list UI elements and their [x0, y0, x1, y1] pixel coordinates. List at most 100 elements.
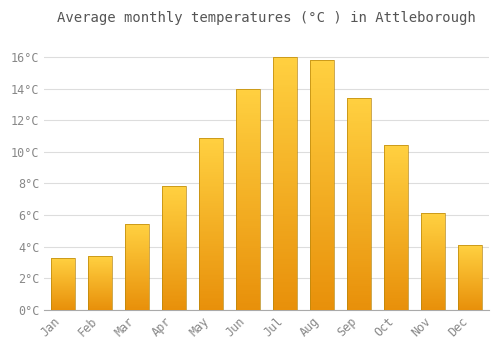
Bar — [125, 283, 149, 284]
Bar — [384, 277, 408, 279]
Bar — [162, 187, 186, 310]
Bar — [347, 217, 372, 219]
Bar — [199, 284, 223, 286]
Bar — [384, 267, 408, 269]
Bar — [236, 250, 260, 252]
Bar — [199, 155, 223, 156]
Bar — [384, 232, 408, 234]
Bar — [162, 253, 186, 254]
Bar — [347, 219, 372, 221]
Bar — [199, 160, 223, 162]
Bar — [162, 259, 186, 260]
Bar — [236, 155, 260, 157]
Bar — [236, 170, 260, 173]
Bar — [199, 243, 223, 244]
Bar — [384, 203, 408, 204]
Bar — [458, 253, 482, 254]
Bar — [162, 195, 186, 196]
Bar — [125, 299, 149, 300]
Bar — [162, 288, 186, 289]
Bar — [273, 224, 297, 226]
Bar — [125, 249, 149, 250]
Bar — [310, 167, 334, 170]
Bar — [384, 173, 408, 175]
Bar — [199, 241, 223, 243]
Bar — [347, 157, 372, 159]
Bar — [125, 281, 149, 282]
Bar — [236, 142, 260, 144]
Bar — [273, 115, 297, 118]
Bar — [273, 277, 297, 279]
Bar — [51, 300, 75, 301]
Bar — [310, 142, 334, 145]
Bar — [273, 57, 297, 60]
Bar — [310, 160, 334, 162]
Bar — [236, 226, 260, 228]
Bar — [273, 267, 297, 269]
Bar — [273, 107, 297, 110]
Bar — [236, 276, 260, 279]
Bar — [422, 260, 446, 261]
Bar — [310, 307, 334, 310]
Bar — [236, 274, 260, 277]
Bar — [384, 280, 408, 282]
Bar — [310, 150, 334, 153]
Bar — [199, 153, 223, 155]
Bar — [310, 297, 334, 300]
Bar — [88, 277, 112, 278]
Bar — [125, 239, 149, 240]
Bar — [162, 204, 186, 205]
Bar — [199, 286, 223, 287]
Bar — [347, 195, 372, 197]
Bar — [273, 85, 297, 87]
Bar — [125, 241, 149, 242]
Bar — [347, 204, 372, 206]
Bar — [199, 280, 223, 282]
Bar — [162, 189, 186, 190]
Bar — [422, 278, 446, 279]
Bar — [199, 163, 223, 165]
Bar — [162, 187, 186, 188]
Bar — [347, 199, 372, 202]
Bar — [199, 293, 223, 294]
Bar — [347, 248, 372, 251]
Bar — [347, 202, 372, 204]
Bar — [310, 222, 334, 225]
Bar — [310, 302, 334, 305]
Bar — [236, 283, 260, 285]
Bar — [199, 194, 223, 196]
Bar — [384, 185, 408, 187]
Bar — [384, 215, 408, 216]
Bar — [422, 268, 446, 269]
Bar — [273, 198, 297, 201]
Bar — [236, 204, 260, 206]
Bar — [384, 159, 408, 160]
Bar — [199, 179, 223, 181]
Bar — [422, 267, 446, 268]
Bar — [88, 290, 112, 291]
Bar — [162, 232, 186, 233]
Bar — [51, 263, 75, 264]
Bar — [51, 290, 75, 291]
Bar — [310, 133, 334, 135]
Bar — [384, 196, 408, 198]
Bar — [347, 187, 372, 189]
Bar — [347, 136, 372, 138]
Bar — [384, 157, 408, 159]
Bar — [384, 154, 408, 155]
Title: Average monthly temperatures (°C ) in Attleborough: Average monthly temperatures (°C ) in At… — [58, 11, 476, 25]
Bar — [236, 150, 260, 153]
Bar — [347, 142, 372, 145]
Bar — [236, 153, 260, 155]
Bar — [273, 130, 297, 133]
Bar — [199, 174, 223, 175]
Bar — [273, 241, 297, 244]
Bar — [384, 182, 408, 183]
Bar — [273, 178, 297, 181]
Bar — [236, 279, 260, 281]
Bar — [310, 235, 334, 237]
Bar — [162, 267, 186, 268]
Bar — [347, 265, 372, 267]
Bar — [273, 80, 297, 82]
Bar — [51, 287, 75, 288]
